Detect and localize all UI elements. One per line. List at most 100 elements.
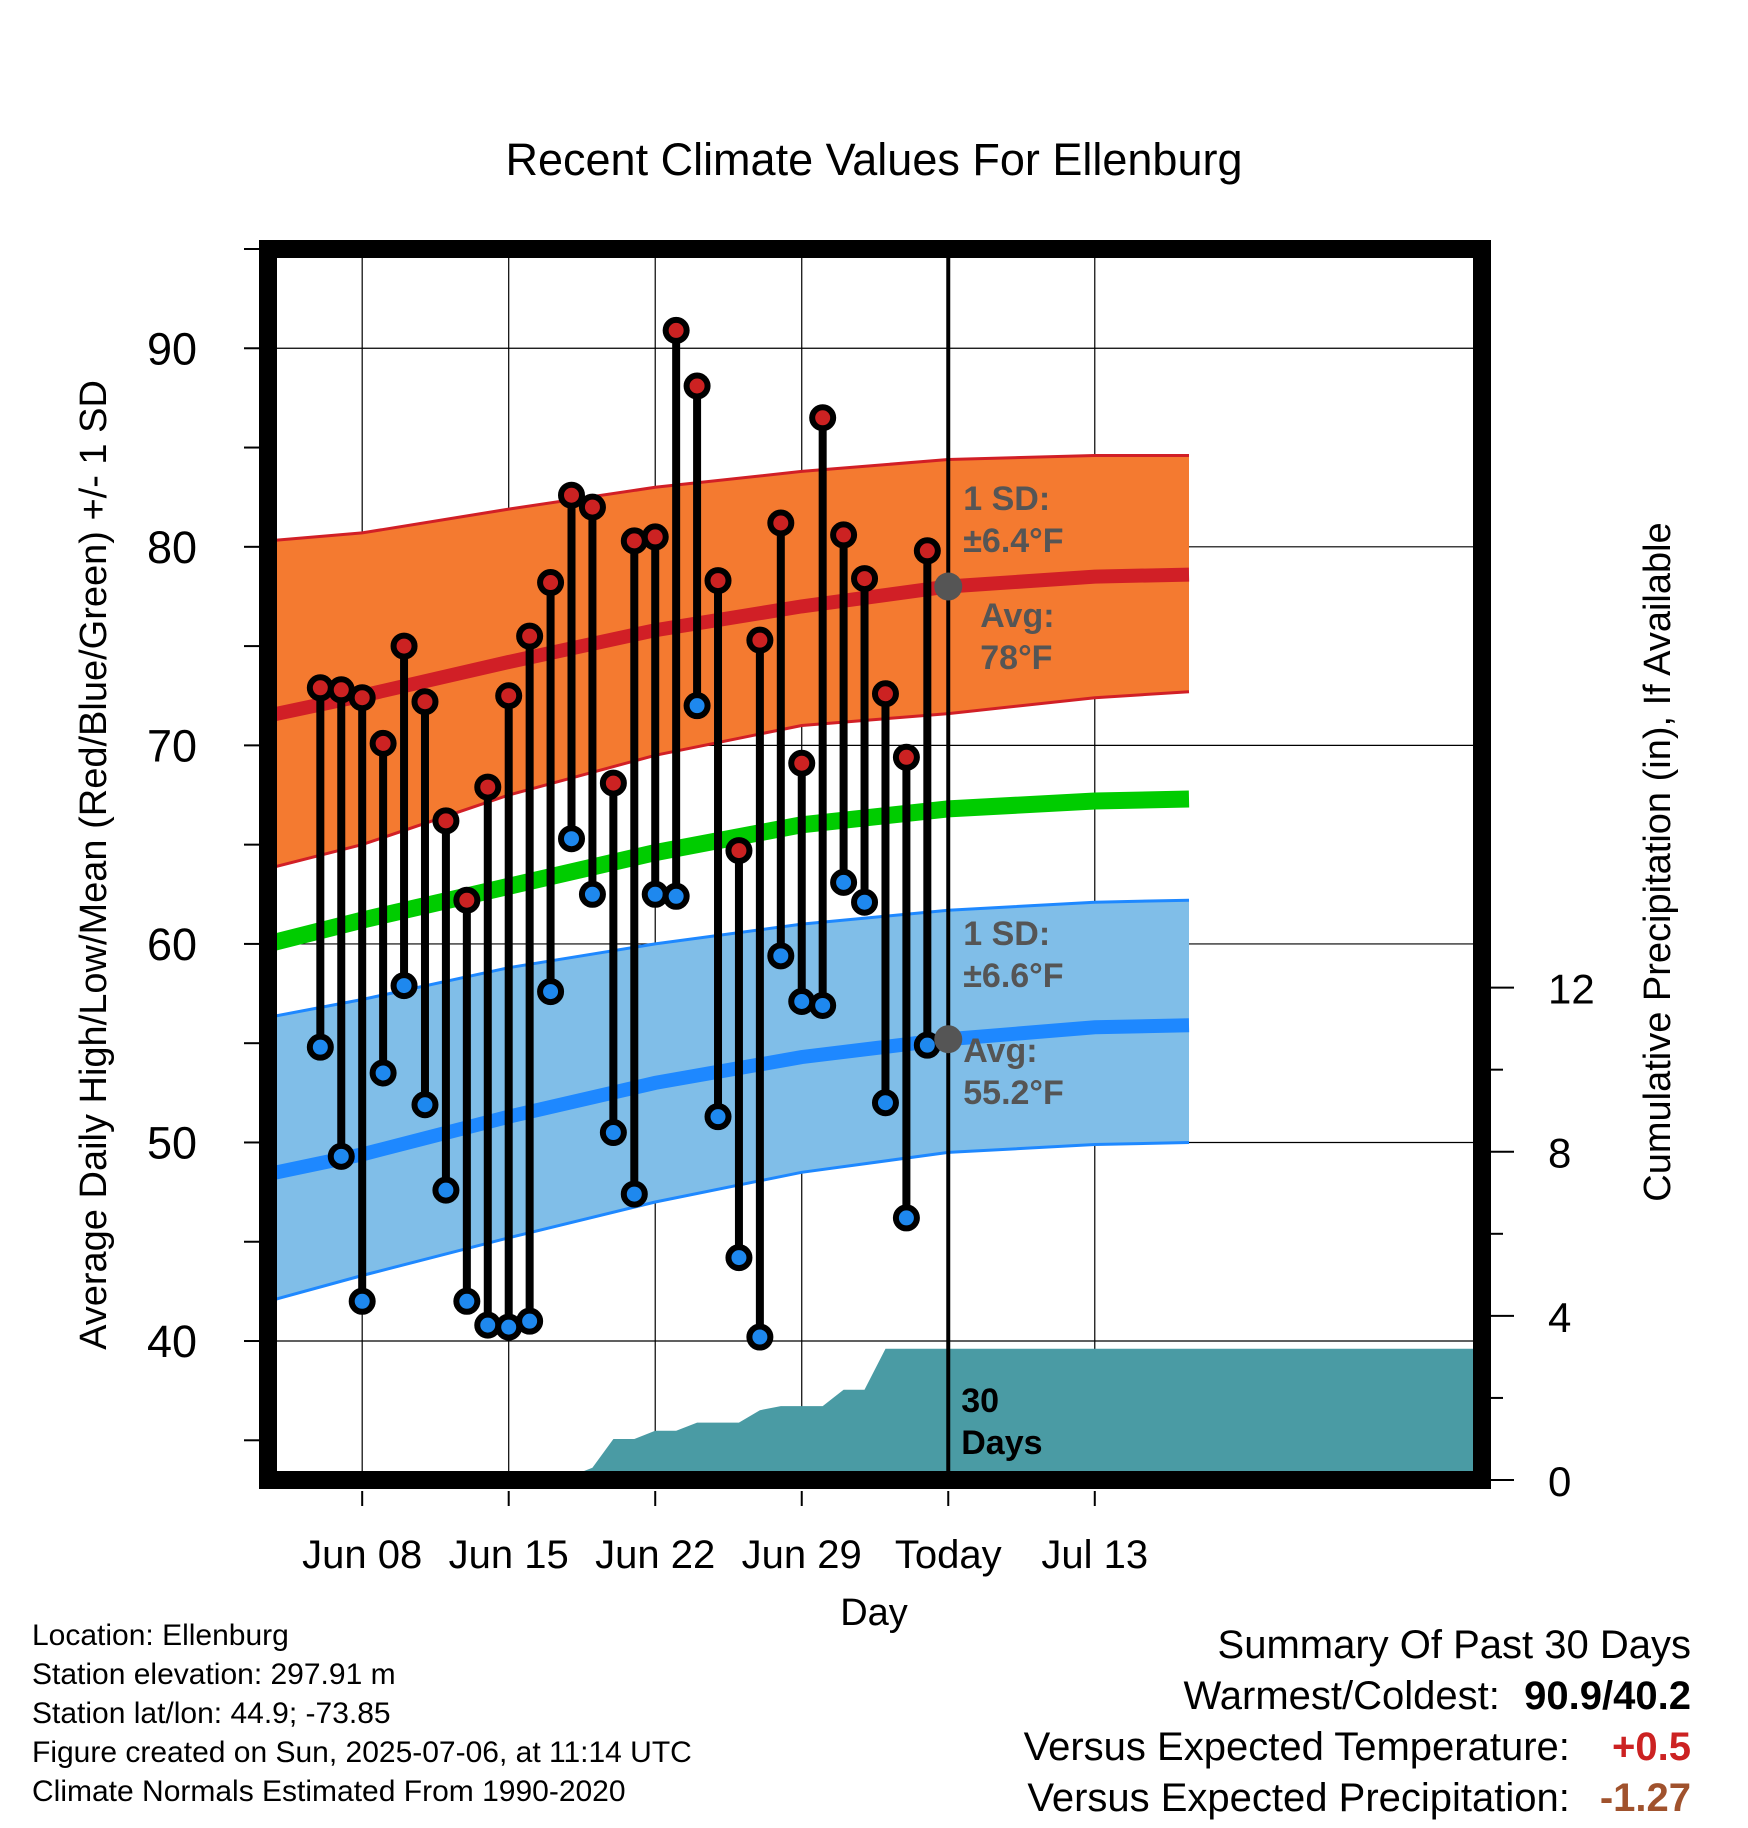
station-info: Location: Ellenburg Station elevation: 2…	[32, 1616, 692, 1811]
created-text: Figure created on Sun, 2025-07-06, at 11…	[32, 1736, 692, 1769]
daily-high-point	[516, 622, 544, 650]
precip-value: -1.27	[1599, 1776, 1691, 1820]
daily-low-point	[369, 1059, 397, 1087]
today-normal-high-marker	[934, 572, 963, 601]
normal-low-mean-line	[268, 1018, 1190, 1182]
daily-low-point	[390, 972, 418, 1000]
right-y-tick-label: 8	[1548, 1130, 1571, 1177]
daily-high-point	[348, 684, 376, 712]
left-y-tick-label: 50	[147, 1117, 197, 1168]
precip-row: Versus Expected Precipitation: -1.27	[1024, 1773, 1691, 1824]
daily-high-point	[558, 481, 585, 509]
left-y-tick-label: 70	[147, 720, 197, 771]
daily-high-point	[892, 743, 920, 771]
precip-label: Versus Expected Precipitation:	[1027, 1776, 1570, 1820]
daily-high-point	[474, 773, 502, 801]
daily-low-point	[620, 1180, 648, 1208]
low-sd-annotation: 1 SD: ±6.6°F	[963, 915, 1063, 995]
daily-low-point	[495, 1313, 523, 1341]
daily-high-point	[578, 493, 606, 521]
x-tick-label: Jun 29	[742, 1533, 862, 1577]
temp-row: Versus Expected Temperature: +0.5	[1024, 1722, 1691, 1773]
daily-high-point	[495, 682, 523, 710]
left-y-tick-label: 90	[147, 323, 197, 374]
daily-high-point	[746, 626, 774, 654]
daily-high-point	[662, 316, 690, 344]
daily-low-point	[830, 868, 858, 896]
right-y-tick-label: 4	[1548, 1294, 1571, 1341]
location-text: Location: Ellenburg	[32, 1619, 289, 1652]
daily-low-point	[788, 987, 816, 1015]
daily-high-point	[306, 674, 334, 702]
daily-low-point	[767, 942, 795, 970]
daily-high-point	[620, 527, 648, 555]
x-tick-label: Jul 13	[1041, 1533, 1148, 1577]
temp-label: Versus Expected Temperature:	[1023, 1725, 1570, 1769]
daily-high-point	[913, 537, 941, 565]
daily-low-point	[306, 1033, 334, 1061]
daily-low-point	[809, 991, 837, 1019]
plot-area: 1 SD: ±6.4°F Avg: 78°F 1 SD: ±6.6°F Avg: 55.2°F…	[268, 249, 1482, 1480]
x-tick-label: Jun 15	[449, 1533, 569, 1577]
daily-low-point	[578, 880, 606, 908]
daily-low-point	[704, 1103, 732, 1131]
daily-low-point	[641, 880, 669, 908]
daily-low-point	[892, 1204, 920, 1232]
daily-low-point	[432, 1176, 460, 1204]
summary-title: Summary Of Past 30 Days	[1217, 1623, 1691, 1667]
right-y-axis-label: Cumulative Precipitation (in), If Availa…	[1637, 522, 1679, 1201]
daily-low-point	[516, 1307, 544, 1335]
normal-high-mean-line	[268, 567, 1190, 723]
daily-low-point	[411, 1091, 439, 1119]
daily-high-point	[683, 372, 711, 400]
normal-low-band-lower-edge	[268, 1141, 1190, 1303]
right-y-tick-label: 12	[1548, 966, 1595, 1013]
left-y-tick-label: 60	[147, 919, 197, 970]
daily-high-point	[704, 567, 732, 595]
warm-cold-label: Warmest/Coldest:	[1183, 1674, 1500, 1718]
daily-high-point	[411, 688, 439, 716]
daily-high-point	[641, 523, 669, 551]
x-tick-label: Jun 08	[302, 1533, 422, 1577]
x-axis-label: Day	[840, 1592, 908, 1634]
today-normal-low-marker	[934, 1025, 963, 1054]
daily-high-point	[537, 569, 565, 597]
normal-high-band-upper-edge	[268, 454, 1189, 543]
daily-high-point	[369, 729, 397, 757]
daily-high-point	[327, 676, 355, 704]
high-sd-annotation: 1 SD: ±6.4°F	[963, 480, 1063, 560]
today-days-label: 30 Days	[961, 1382, 1042, 1462]
normals-text: Climate Normals Estimated From 1990-2020	[32, 1775, 626, 1808]
right-y-tick-label: 0	[1548, 1458, 1571, 1505]
daily-low-point	[683, 692, 711, 720]
daily-low-point	[851, 888, 879, 916]
x-tick-label: Jun 22	[595, 1533, 715, 1577]
daily-low-point	[327, 1142, 355, 1170]
plot-frame	[259, 240, 1491, 1489]
daily-low-point	[871, 1089, 899, 1117]
temp-value: +0.5	[1612, 1725, 1691, 1769]
precip-area	[268, 1348, 1482, 1480]
daily-high-point	[871, 680, 899, 708]
daily-high-point	[453, 886, 481, 914]
daily-high-point	[725, 837, 753, 865]
elevation-text: Station elevation: 297.91 m	[32, 1658, 396, 1691]
normal-low-band	[268, 900, 1189, 1302]
daily-low-point	[537, 978, 565, 1006]
left-y-tick-label: 40	[147, 1316, 197, 1367]
high-avg-annotation: Avg: 78°F	[980, 597, 1054, 677]
daily-high-point	[851, 565, 879, 593]
daily-low-point	[725, 1244, 753, 1272]
daily-high-point	[809, 404, 837, 432]
normal-high-band	[268, 455, 1189, 869]
daily-low-point	[599, 1119, 627, 1147]
summary-panel: Summary Of Past 30 Days Warmest/Coldest:…	[1024, 1620, 1691, 1824]
left-y-axis-label: Average Daily High/Low/Mean (Red/Blue/Gr…	[73, 380, 115, 1350]
chart-title: Recent Climate Values For Ellenburg	[505, 134, 1242, 185]
daily-low-point	[558, 825, 585, 853]
daily-high-point	[830, 521, 858, 549]
low-avg-annotation: Avg: 55.2°F	[963, 1032, 1064, 1112]
warm-cold-value: 90.9/40.2	[1524, 1674, 1691, 1718]
daily-low-point	[348, 1287, 376, 1315]
